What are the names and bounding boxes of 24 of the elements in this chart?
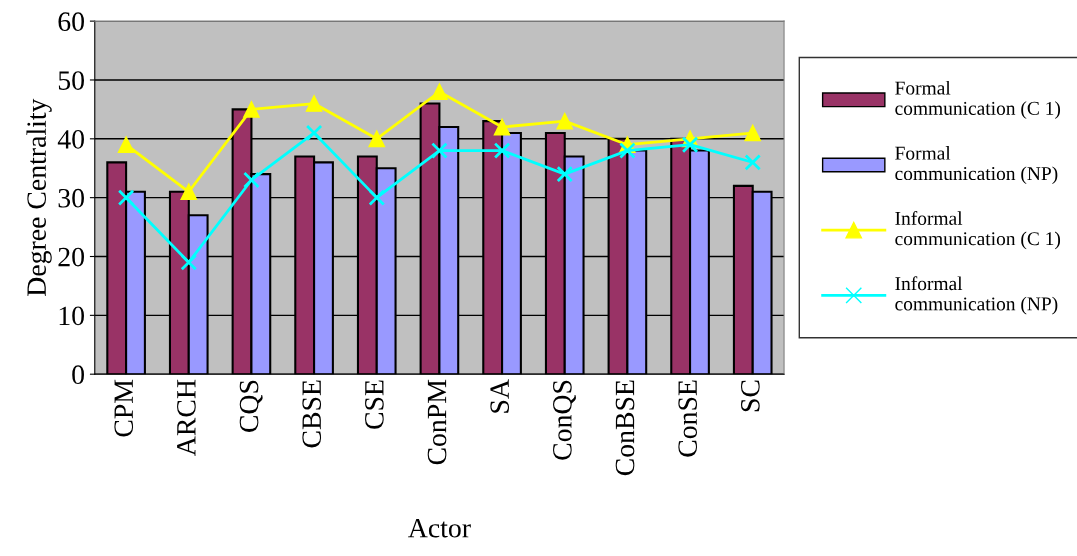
y-axis-title: Degree Centrality	[26, 98, 52, 296]
y-tick-label: 30	[58, 188, 84, 208]
x-tick-label: CBSE	[302, 380, 322, 448]
x-tick-label: ARCH	[177, 379, 196, 456]
x-tick-label: ConQS	[553, 380, 576, 460]
legend-label: Formal communication (C 1)	[895, 80, 1061, 119]
y-tick-label: 50	[58, 71, 84, 90]
y-tick-label: 10	[59, 306, 84, 326]
y-tick-label: 0	[72, 365, 84, 385]
y-tick-label: 40	[57, 129, 84, 149]
x-tick-label: CPM	[114, 379, 134, 437]
x-tick-label: CQS	[239, 380, 263, 432]
legend-label: Informal communication (NP)	[895, 276, 1058, 315]
x-tick-label: ConSE	[678, 380, 698, 457]
x-tick-label: SA	[490, 379, 510, 413]
x-tick-label: ConPM	[427, 379, 447, 465]
x-axis-title: Actor	[408, 518, 471, 538]
x-tick-label: ConBSE	[615, 380, 635, 476]
legend-label: Informal communication (C 1)	[895, 211, 1061, 250]
x-tick-label: SC	[741, 380, 760, 412]
legend-label: Formal communication (NP)	[895, 146, 1058, 185]
x-tick-label: CSE	[365, 380, 384, 429]
y-tick-label: 20	[58, 247, 84, 267]
y-tick-label: 60	[58, 12, 84, 32]
